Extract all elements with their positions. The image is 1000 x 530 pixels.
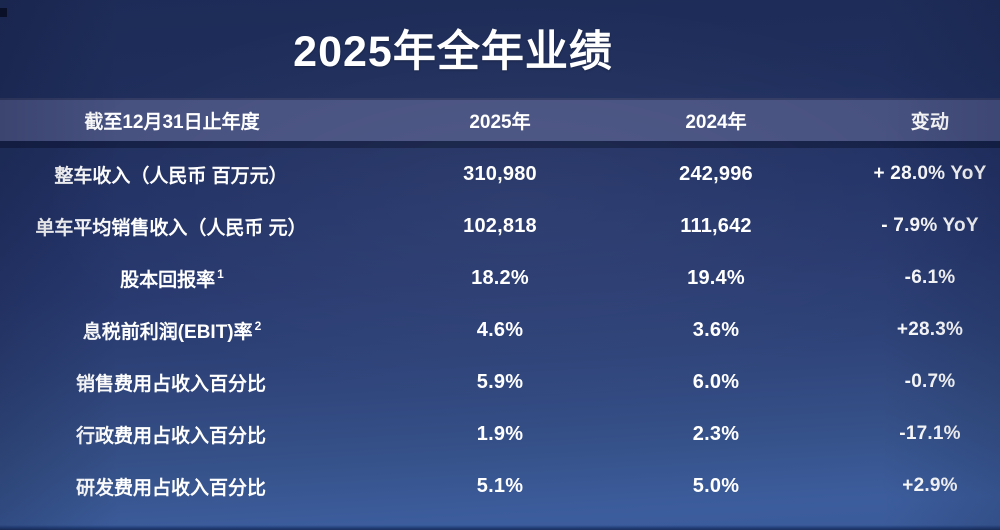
page-title-wrap: 2025年全年业绩: [0, 0, 906, 96]
row-label: 单车平均销售收入（人民币 元）: [0, 213, 344, 240]
corner-artifact: [0, 8, 7, 17]
value-2025: 5.1%: [476, 474, 524, 497]
value-2025: 1.9%: [476, 422, 524, 445]
value-2025: 102,818: [463, 214, 537, 237]
row-label-text: 销售费用占收入百分比: [75, 373, 266, 395]
value-2024: 2.3%: [692, 422, 740, 445]
row-label: 行政费用占收入百分比: [0, 421, 344, 448]
row-label-text: 整车收入（人民币 百万元）: [54, 165, 288, 187]
table-row: 单车平均销售收入（人民币 元） 102,818 111,642 - 7.9% Y…: [0, 200, 1000, 252]
value-2024: 19.4%: [687, 266, 745, 289]
value-2025: 18.2%: [471, 266, 529, 289]
row-label-text: 息税前利润(EBIT)率: [82, 321, 253, 343]
value-change: +2.9%: [902, 475, 958, 496]
footnote-ref: 2: [254, 319, 262, 334]
table-row: 研发费用占收入百分比 5.1% 5.0% +2.9%: [0, 460, 1000, 512]
table-row: 息税前利润(EBIT)率 2 4.6% 3.6% +28.3%: [0, 304, 1000, 356]
header-2024: 2024年: [685, 112, 747, 133]
footnote-ref: 1: [217, 267, 224, 282]
row-label-text: 研发费用占收入百分比: [75, 477, 266, 499]
header-2025: 2025年: [469, 112, 531, 133]
row-label: 销售费用占收入百分比: [0, 369, 344, 396]
value-2025: 310,980: [463, 162, 537, 185]
table-row: 销售费用占收入百分比 5.9% 6.0% -0.7%: [0, 356, 1000, 408]
table-row: 行政费用占收入百分比 1.9% 2.3% -17.1%: [0, 408, 1000, 460]
value-change: +28.3%: [896, 319, 964, 340]
row-label-text: 行政费用占收入百分比: [75, 425, 266, 447]
value-2025: 4.6%: [476, 318, 524, 341]
value-change: -17.1%: [899, 423, 961, 444]
bottom-edge: [0, 525, 1000, 530]
row-label: 整车收入（人民币 百万元）: [0, 161, 344, 188]
row-label-text: 单车平均销售收入（人民币 元）: [35, 217, 307, 239]
value-2024: 111,642: [680, 214, 752, 237]
header-band-shadow: [0, 141, 1000, 148]
row-label: 研发费用占收入百分比: [0, 473, 344, 500]
value-change: -6.1%: [904, 267, 956, 288]
header-change: 变动: [910, 112, 950, 133]
row-label-text: 股本回报率: [120, 269, 216, 291]
table-row: 整车收入（人民币 百万元） 310,980 242,996 + 28.0% Yo…: [0, 148, 1000, 200]
row-label: 息税前利润(EBIT)率 2: [0, 317, 344, 344]
value-change: + 28.0% YoY: [873, 163, 987, 184]
value-change: - 7.9% YoY: [881, 215, 979, 236]
value-change: -0.7%: [904, 371, 956, 392]
table-header-row: 截至12月31日止年度 2025年 2024年 变动: [0, 98, 1000, 141]
value-2024: 6.0%: [692, 370, 740, 393]
value-2024: 3.6%: [692, 318, 740, 341]
value-2024: 5.0%: [692, 474, 740, 497]
page-title: 2025年全年业绩: [293, 28, 613, 76]
header-period: 截至12月31日止年度: [84, 112, 260, 133]
row-label: 股本回报率 1: [0, 265, 344, 292]
value-2025: 5.9%: [476, 370, 524, 393]
table-body: 整车收入（人民币 百万元） 310,980 242,996 + 28.0% Yo…: [0, 148, 1000, 512]
table-row: 股本回报率 1 18.2% 19.4% -6.1%: [0, 252, 1000, 304]
value-2024: 242,996: [679, 162, 753, 185]
